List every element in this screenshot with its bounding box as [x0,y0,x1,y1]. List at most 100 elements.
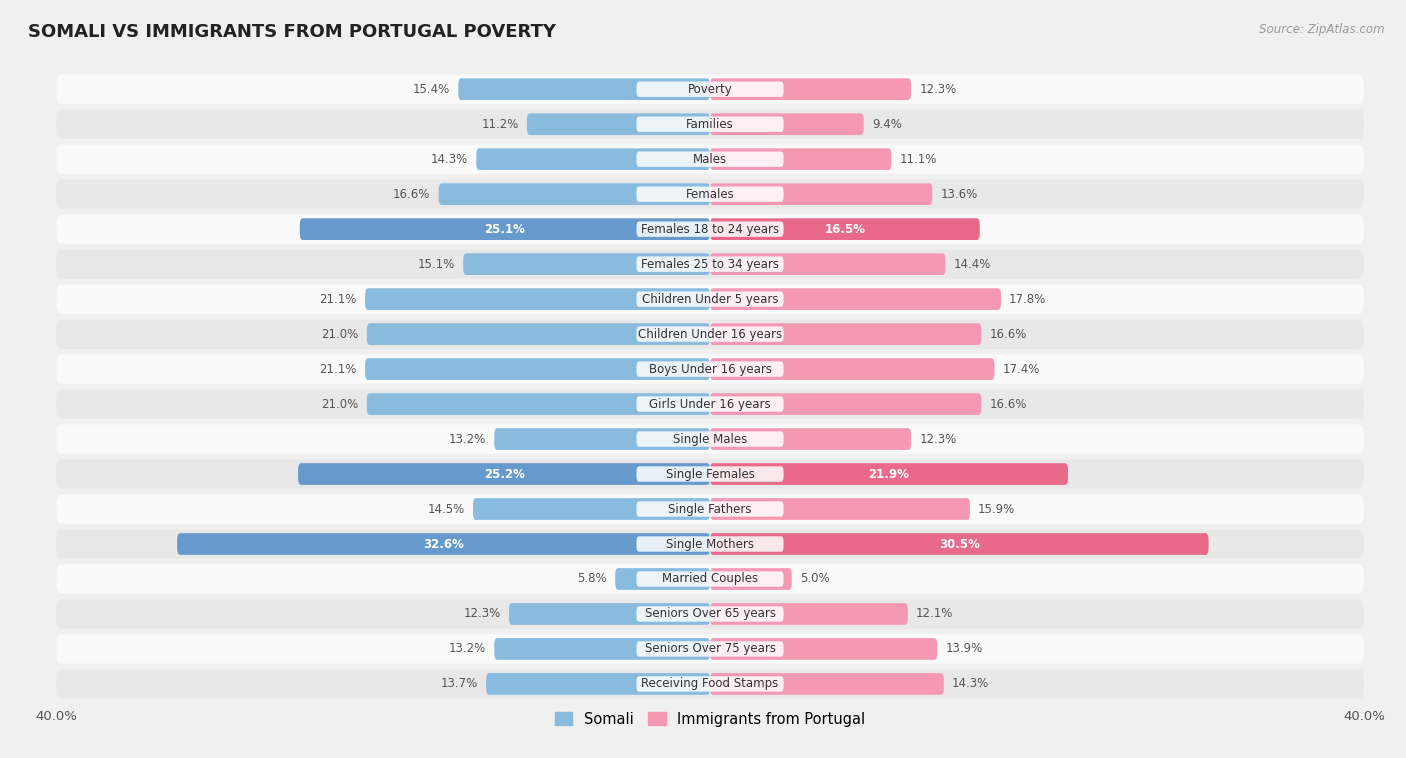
FancyBboxPatch shape [637,82,783,97]
FancyBboxPatch shape [366,288,710,310]
FancyBboxPatch shape [56,529,1364,559]
Text: 12.3%: 12.3% [920,433,956,446]
FancyBboxPatch shape [710,498,970,520]
Text: 21.1%: 21.1% [319,362,357,375]
Text: 5.8%: 5.8% [578,572,607,585]
Text: 30.5%: 30.5% [939,537,980,550]
FancyBboxPatch shape [56,634,1364,664]
Text: Receiving Food Stamps: Receiving Food Stamps [641,678,779,691]
Text: Females 25 to 34 years: Females 25 to 34 years [641,258,779,271]
Text: 13.2%: 13.2% [449,643,486,656]
Text: 12.3%: 12.3% [464,607,501,621]
FancyBboxPatch shape [56,564,1364,594]
Text: 16.5%: 16.5% [824,223,865,236]
Text: 21.0%: 21.0% [322,398,359,411]
Text: 12.1%: 12.1% [915,607,953,621]
FancyBboxPatch shape [710,638,938,659]
Text: 16.6%: 16.6% [990,398,1026,411]
FancyBboxPatch shape [495,428,710,450]
FancyBboxPatch shape [616,568,710,590]
Text: Seniors Over 65 years: Seniors Over 65 years [644,607,776,621]
FancyBboxPatch shape [637,537,783,552]
Text: 16.6%: 16.6% [394,188,430,201]
FancyBboxPatch shape [637,431,783,446]
Text: Seniors Over 75 years: Seniors Over 75 years [644,643,776,656]
Text: 15.1%: 15.1% [418,258,456,271]
FancyBboxPatch shape [637,501,783,517]
Text: 9.4%: 9.4% [872,117,901,130]
Text: 13.7%: 13.7% [440,678,478,691]
Text: 21.9%: 21.9% [869,468,910,481]
Text: 17.8%: 17.8% [1010,293,1046,305]
FancyBboxPatch shape [299,218,710,240]
Text: Married Couples: Married Couples [662,572,758,585]
FancyBboxPatch shape [495,638,710,659]
Text: Source: ZipAtlas.com: Source: ZipAtlas.com [1260,23,1385,36]
FancyBboxPatch shape [56,600,1364,628]
FancyBboxPatch shape [56,284,1364,314]
FancyBboxPatch shape [637,676,783,691]
Text: 32.6%: 32.6% [423,537,464,550]
FancyBboxPatch shape [509,603,710,625]
Text: Children Under 16 years: Children Under 16 years [638,327,782,340]
FancyBboxPatch shape [710,393,981,415]
Text: Single Females: Single Females [665,468,755,481]
Text: Families: Families [686,117,734,130]
Text: 21.1%: 21.1% [319,293,357,305]
FancyBboxPatch shape [710,288,1001,310]
FancyBboxPatch shape [637,606,783,622]
Text: 15.9%: 15.9% [979,503,1015,515]
FancyBboxPatch shape [710,183,932,205]
FancyBboxPatch shape [710,253,945,275]
FancyBboxPatch shape [710,428,911,450]
FancyBboxPatch shape [367,393,710,415]
FancyBboxPatch shape [637,362,783,377]
Text: Children Under 5 years: Children Under 5 years [641,293,779,305]
FancyBboxPatch shape [56,180,1364,209]
Text: Poverty: Poverty [688,83,733,96]
FancyBboxPatch shape [637,256,783,272]
FancyBboxPatch shape [56,145,1364,174]
Text: 11.2%: 11.2% [481,117,519,130]
FancyBboxPatch shape [463,253,710,275]
FancyBboxPatch shape [56,424,1364,454]
Text: 25.2%: 25.2% [484,468,524,481]
FancyBboxPatch shape [710,359,994,380]
FancyBboxPatch shape [710,149,891,170]
Text: 14.5%: 14.5% [427,503,465,515]
Text: Single Mothers: Single Mothers [666,537,754,550]
FancyBboxPatch shape [710,463,1069,485]
FancyBboxPatch shape [56,390,1364,418]
FancyBboxPatch shape [637,641,783,656]
FancyBboxPatch shape [637,117,783,132]
Text: Females 18 to 24 years: Females 18 to 24 years [641,223,779,236]
FancyBboxPatch shape [56,459,1364,489]
Text: Males: Males [693,152,727,166]
FancyBboxPatch shape [710,533,1209,555]
FancyBboxPatch shape [710,603,908,625]
FancyBboxPatch shape [710,673,943,695]
FancyBboxPatch shape [177,533,710,555]
Text: Single Fathers: Single Fathers [668,503,752,515]
FancyBboxPatch shape [298,463,710,485]
FancyBboxPatch shape [56,74,1364,104]
FancyBboxPatch shape [486,673,710,695]
FancyBboxPatch shape [637,152,783,167]
Text: 21.0%: 21.0% [322,327,359,340]
Text: Single Males: Single Males [673,433,747,446]
FancyBboxPatch shape [472,498,710,520]
Text: Girls Under 16 years: Girls Under 16 years [650,398,770,411]
FancyBboxPatch shape [56,669,1364,699]
Text: 12.3%: 12.3% [920,83,956,96]
Text: 17.4%: 17.4% [1002,362,1040,375]
Text: Females: Females [686,188,734,201]
FancyBboxPatch shape [710,78,911,100]
FancyBboxPatch shape [527,114,710,135]
Text: 11.1%: 11.1% [900,152,936,166]
FancyBboxPatch shape [710,218,980,240]
FancyBboxPatch shape [637,466,783,482]
FancyBboxPatch shape [56,249,1364,279]
FancyBboxPatch shape [56,319,1364,349]
FancyBboxPatch shape [458,78,710,100]
FancyBboxPatch shape [366,359,710,380]
